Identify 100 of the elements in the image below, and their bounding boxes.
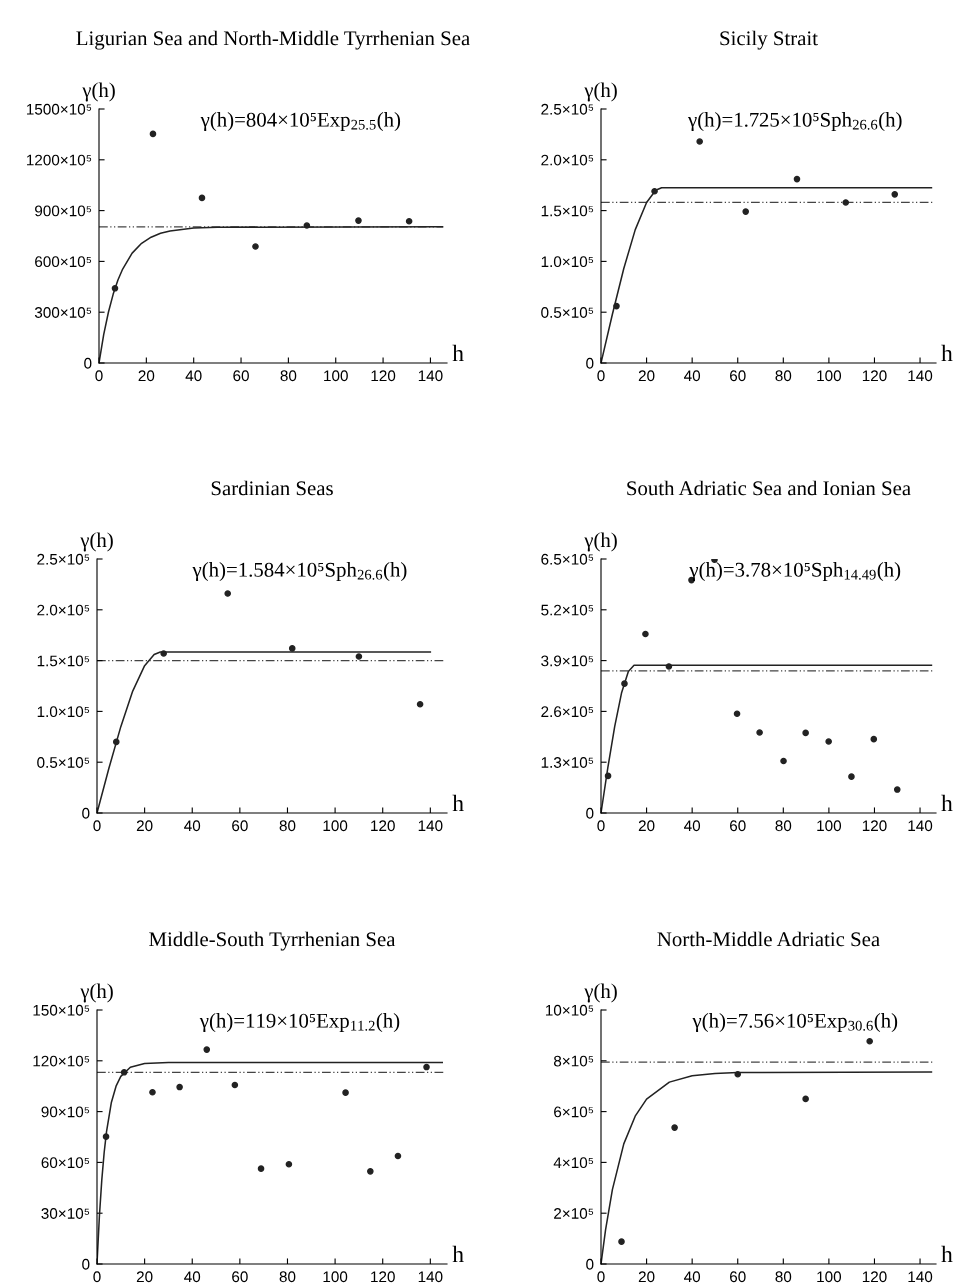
x-tick-label: 140 xyxy=(908,820,933,832)
y-axis-title: γ(h) xyxy=(584,532,617,552)
y-tick-label: 60×10⁵ xyxy=(41,1157,90,1169)
y-tick-label: 1200×10⁵ xyxy=(26,154,92,166)
x-tick-label: 0 xyxy=(597,1271,605,1283)
y-tick-label: 120×10⁵ xyxy=(33,1055,90,1067)
x-tick-label: 40 xyxy=(185,370,202,382)
x-axis-title: h xyxy=(452,794,464,812)
x-tick-label: 80 xyxy=(280,370,297,382)
x-tick-label: 60 xyxy=(232,820,248,832)
x-tick-label: 20 xyxy=(138,370,155,382)
x-tick-label: 0 xyxy=(93,820,101,832)
x-tick-label: 120 xyxy=(371,820,395,832)
x-tick-label: 20 xyxy=(136,1271,153,1283)
chart-title: Sardinian Seas xyxy=(211,480,333,496)
x-tick-label: 0 xyxy=(597,820,605,832)
x-axis-title: h xyxy=(452,1245,464,1263)
y-tick-label: 0 xyxy=(586,357,594,369)
x-axis-title: h xyxy=(941,1245,953,1263)
x-tick-label: 40 xyxy=(184,820,201,832)
annotation: γ(h)=119×10⁵Exp$_{11.2}$(h) xyxy=(199,1013,400,1033)
chart-title: Ligurian Sea and North-Middle Tyrrhenian Sea xyxy=(76,30,470,50)
y-tick-label: 0 xyxy=(586,1258,594,1270)
annotation: γ(h)=3.78×10⁵Sph$_{14.49}$(h) xyxy=(689,562,901,582)
x-tick-label: 120 xyxy=(862,370,887,382)
x-tick-label: 100 xyxy=(323,820,348,832)
y-tick-label: 2.0×10⁵ xyxy=(37,604,90,616)
y-tick-label: 1.0×10⁵ xyxy=(541,256,594,268)
y-tick-label: 600×10⁵ xyxy=(35,256,92,268)
y-tick-label: 5.2×10⁵ xyxy=(541,604,594,616)
x-tick-label: 20 xyxy=(638,820,655,832)
x-tick-label: 60 xyxy=(232,1271,248,1283)
chart-title: South Adriatic Sea and Ionian Sea xyxy=(627,480,911,496)
y-tick-label: 1.0×10⁵ xyxy=(37,706,90,718)
x-tick-label: 100 xyxy=(323,1271,348,1283)
x-axis-title: h xyxy=(941,344,953,362)
x-tick-label: 100 xyxy=(324,370,348,382)
y-tick-label: 2.5×10⁵ xyxy=(37,553,90,565)
x-tick-label: 140 xyxy=(908,1271,933,1283)
x-tick-label: 60 xyxy=(730,1271,746,1283)
y-tick-label: 6×10⁵ xyxy=(554,1106,594,1118)
annotation: γ(h)=1.725×10⁵Sph$_{26.6}$(h) xyxy=(687,112,902,132)
x-tick-label: 80 xyxy=(775,820,792,832)
y-axis-title: γ(h) xyxy=(584,82,617,102)
y-tick-label: 30×10⁵ xyxy=(41,1208,90,1219)
x-tick-label: 80 xyxy=(775,1271,792,1283)
y-tick-label: 90×10⁵ xyxy=(41,1106,90,1118)
chart-title: Sicily Strait xyxy=(720,30,818,50)
y-tick-label: 1.5×10⁵ xyxy=(541,205,594,217)
y-tick-label: 300×10⁵ xyxy=(34,307,92,318)
x-tick-label: 120 xyxy=(371,1271,395,1283)
y-tick-label: 10×10⁵ xyxy=(545,1004,594,1016)
y-tick-label: 0 xyxy=(84,357,92,369)
annotation: γ(h)=7.56×10⁵Exp$_{30.6}$(h) xyxy=(692,1013,898,1033)
annotation: γ(h)=804×10⁵Exp$_{25.5}$(h) xyxy=(200,112,401,132)
x-tick-label: 140 xyxy=(418,1271,443,1283)
x-tick-label: 40 xyxy=(184,1271,201,1283)
y-axis-title: γ(h) xyxy=(82,82,115,102)
x-tick-label: 40 xyxy=(684,370,701,382)
y-tick-label: 0 xyxy=(82,1258,90,1270)
y-axis-title: γ(h) xyxy=(80,983,113,1003)
x-tick-label: 140 xyxy=(418,820,443,832)
y-tick-label: 0.5×10⁵ xyxy=(37,757,90,768)
x-tick-label: 40 xyxy=(684,1271,701,1283)
y-tick-label: 8×10⁵ xyxy=(553,1055,594,1067)
y-tick-label: 1.3×10⁵ xyxy=(541,757,594,768)
x-tick-label: 0 xyxy=(95,370,103,382)
x-tick-label: 80 xyxy=(279,820,296,832)
y-tick-label: 0 xyxy=(82,807,90,819)
x-tick-label: 120 xyxy=(862,820,887,832)
chart-title: Middle-South Tyrrhenian Sea xyxy=(149,931,396,951)
x-tick-label: 120 xyxy=(371,370,396,382)
y-axis-title: γ(h) xyxy=(80,532,113,552)
x-tick-label: 140 xyxy=(908,370,933,382)
y-tick-label: 6.5×10⁵ xyxy=(541,553,594,565)
annotation: γ(h)=1.584×10⁵Sph$_{26.6}$(h) xyxy=(192,562,407,582)
y-tick-label: 900×10⁵ xyxy=(35,205,92,217)
y-axis-title: γ(h) xyxy=(584,983,617,1003)
x-tick-label: 120 xyxy=(862,1271,887,1283)
y-tick-label: 4×10⁵ xyxy=(553,1157,594,1169)
y-tick-label: 2.5×10⁵ xyxy=(541,103,594,115)
x-tick-label: 20 xyxy=(638,370,655,382)
x-tick-label: 60 xyxy=(730,370,746,382)
x-tick-label: 20 xyxy=(136,820,153,832)
y-tick-label: 2.0×10⁵ xyxy=(541,154,594,166)
x-tick-label: 100 xyxy=(817,1271,842,1283)
y-tick-label: 3.9×10⁵ xyxy=(541,655,594,667)
x-tick-label: 0 xyxy=(597,370,605,382)
x-tick-label: 0 xyxy=(93,1271,101,1283)
x-tick-label: 100 xyxy=(817,820,842,832)
x-tick-label: 80 xyxy=(775,370,792,382)
y-tick-label: 2.6×10⁵ xyxy=(541,706,594,718)
x-tick-label: 20 xyxy=(638,1271,655,1283)
x-tick-label: 60 xyxy=(730,820,746,832)
x-axis-title: h xyxy=(452,344,464,362)
x-tick-label: 140 xyxy=(418,370,443,382)
y-tick-label: 2×10⁵ xyxy=(554,1208,594,1219)
chart-title: North-Middle Adriatic Sea xyxy=(657,931,880,947)
y-tick-label: 1.5×10⁵ xyxy=(37,655,90,667)
y-tick-label: 0 xyxy=(586,807,594,819)
